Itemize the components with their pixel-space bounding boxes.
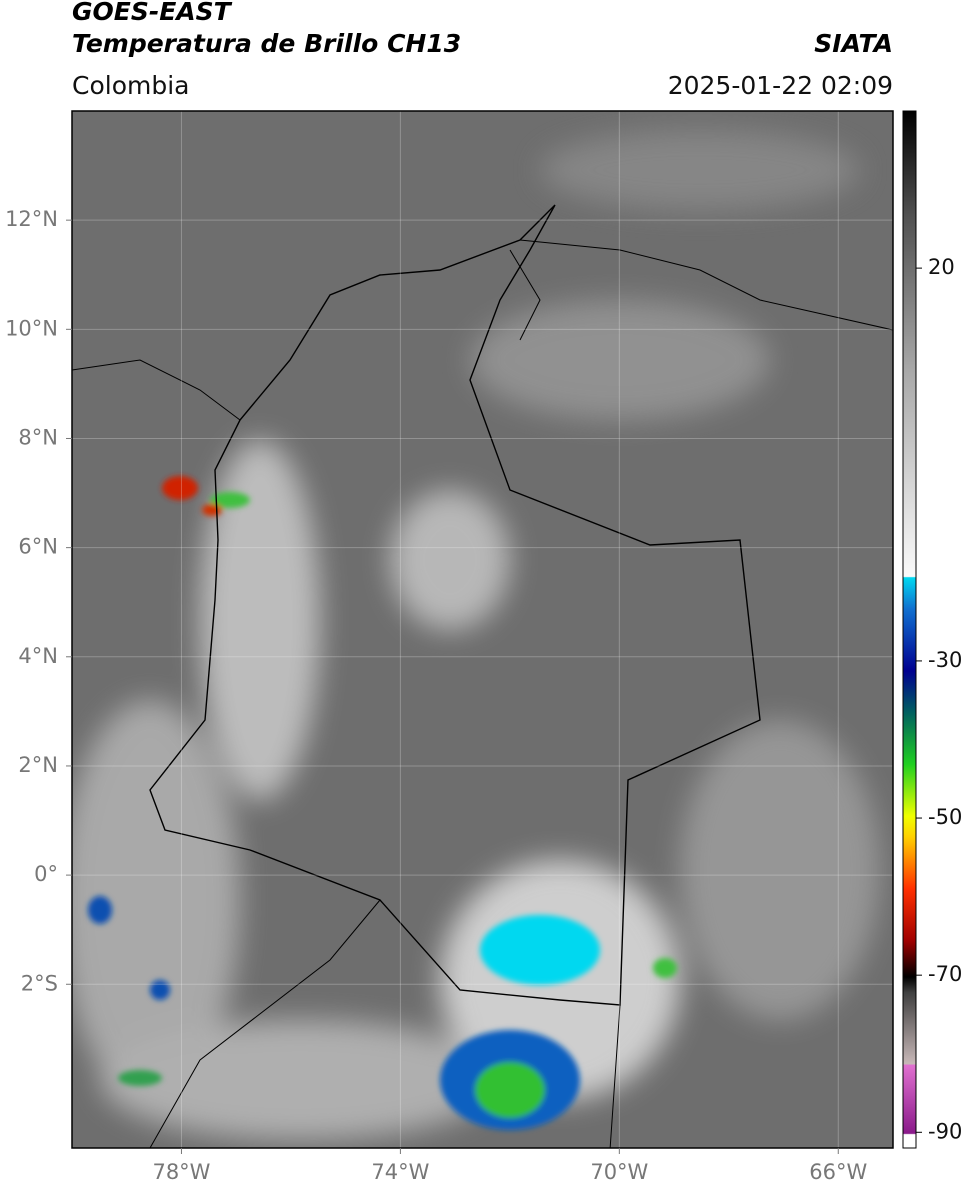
coastline: [72, 239, 893, 1148]
y-tick-label: 6°N: [18, 535, 58, 559]
timestamp: 2025-01-22 02:09: [668, 71, 893, 100]
country-border: [149, 204, 761, 1006]
region: Colombia: [72, 71, 189, 100]
y-tick-label: 4°N: [18, 644, 58, 668]
x-tick-label: 78°W: [152, 1160, 210, 1184]
colorbar-label: -50: [928, 805, 962, 829]
y-tick-label: 0°: [34, 862, 58, 886]
x-tick-label: 66°W: [809, 1160, 867, 1184]
colorbar-label: -70: [928, 962, 962, 986]
y-tick-label: 10°N: [5, 316, 58, 340]
map-frame: [71, 110, 894, 1149]
y-tick-label: 2°N: [18, 753, 58, 777]
y-tick-label: 12°N: [5, 207, 58, 231]
source: SIATA: [814, 29, 893, 58]
colorbar: [902, 110, 917, 1149]
colorbar-label: -90: [928, 1119, 962, 1143]
colorbar-label: 20: [928, 255, 955, 279]
y-tick-label: 2°S: [21, 971, 58, 995]
x-tick-label: 74°W: [371, 1160, 429, 1184]
x-tick-label: 70°W: [590, 1160, 648, 1184]
subtitle: Temperatura de Brillo CH13: [72, 29, 461, 58]
colorbar-label: -30: [928, 648, 962, 672]
y-tick-label: 8°N: [18, 425, 58, 449]
satellite-image: [72, 111, 893, 1148]
title: GOES-EAST: [72, 0, 233, 26]
